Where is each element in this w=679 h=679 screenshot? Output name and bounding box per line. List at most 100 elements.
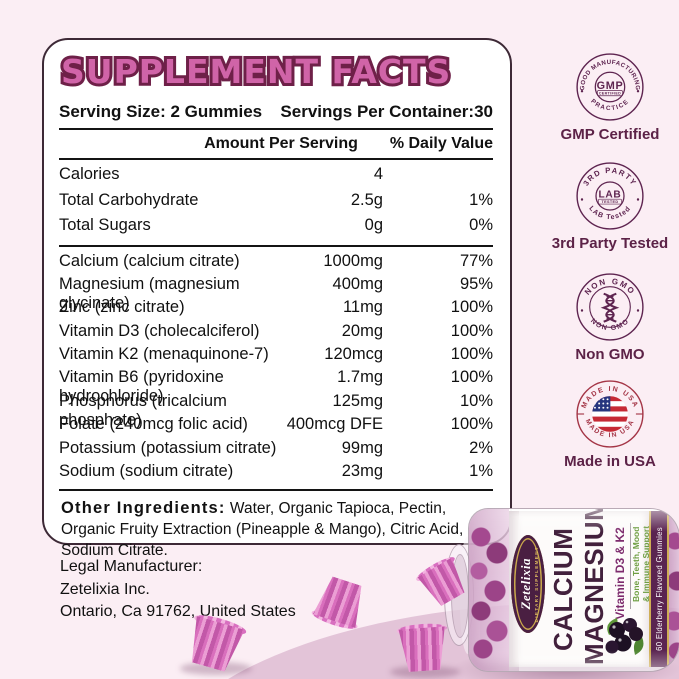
dna-icon <box>600 292 620 323</box>
nutrient-dv: 100% <box>450 298 493 317</box>
table-row: Magnesium (magnesium glycinate) 400mg 95… <box>59 274 493 312</box>
nutrient-amount: 11mg <box>342 298 383 317</box>
supplement-facts-panel: SUPPLEMENT FACTS SUPPLEMENT FACTS SUPPLE… <box>42 38 512 559</box>
col-header-amount: Amount Per Serving <box>204 135 358 152</box>
nutrient-name: Vitamin D3 (cholecalciferol) <box>59 321 260 340</box>
nutrient-dv: 2% <box>469 438 493 457</box>
nutrient-rows-section: Calcium (calcium citrate) 1000mg 77% Mag… <box>59 247 493 490</box>
other-ingredients-text: Water, Organic Tapioca, Pectin, Organic … <box>61 500 464 560</box>
lab-arc-bottom: LAB Tested <box>587 205 631 221</box>
lab-center-sub: TESTED <box>602 200 619 204</box>
nutrient-dv: 95% <box>459 274 493 293</box>
gmp-center-sub: CERTIFIED <box>599 92 621 96</box>
made-in-usa-label: Made in USA <box>564 453 656 470</box>
other-ingredients-label: Other Ingredients: <box>61 499 226 518</box>
svg-text:3RD PARTY: 3RD PARTY <box>581 166 638 188</box>
lab-tested-label: 3rd Party Tested <box>551 235 669 252</box>
panel-title-outline: SUPPLEMENT FACTS <box>54 46 456 98</box>
nutrient-dv: 100% <box>450 321 493 340</box>
product-bottle: Zetelixia DIETARY SUPPLEMENT CALCIUM MAG… <box>444 498 679 679</box>
gummy-candy <box>394 622 451 673</box>
col-header-dv: % Daily Value <box>389 135 493 152</box>
nutrient-amount: 120mcg <box>324 345 383 364</box>
svg-text:LAB Tested: LAB Tested <box>587 205 632 221</box>
gmp-seal-icon: GOOD MANUFACTURING PRACTICE GMP CERTIFIE… <box>576 53 644 121</box>
divider <box>59 244 493 247</box>
bottle-body: Zetelixia DIETARY SUPPLEMENT CALCIUM MAG… <box>468 508 679 672</box>
nutrient-amount: 99mg <box>341 438 383 457</box>
non-gmo-badge: NON GMO NON GMO Non GMO <box>543 272 677 363</box>
made-in-usa-badge: MADE IN USA MADE IN USA <box>543 379 677 470</box>
gummy-shadow <box>390 666 460 678</box>
lab-tested-seal-icon: 3RD PARTY LAB Tested LAB TESTED <box>576 162 644 230</box>
nutrient-dv: 1% <box>469 462 493 481</box>
nutrient-name: Calcium (calcium citrate) <box>59 251 240 270</box>
other-ingredients: Other Ingredients: Water, Organic Tapioc… <box>59 491 493 561</box>
nutrient-name: Phosphorus (tricalcium phosphate) <box>59 391 227 429</box>
table-row: Total Sugars 0g 0% <box>59 216 493 242</box>
nutrient-name: Sodium (sodium citrate) <box>59 462 234 481</box>
nutrient-amount: 4 <box>373 165 383 183</box>
table-row: Phosphorus (tricalcium phosphate) 125mg … <box>59 391 493 429</box>
gummies-inside-bottle <box>469 509 509 671</box>
legal-line: Legal Manufacturer: <box>60 558 203 575</box>
gmp-label: GMP Certified <box>560 126 660 143</box>
gmp-arc-bottom: PRACTICE <box>589 98 629 112</box>
us-flag-icon: MADE IN USA MADE IN USA <box>576 380 644 448</box>
table-row: Calcium (calcium citrate) 1000mg 77% <box>59 252 493 275</box>
nutrient-name: Total Sugars <box>59 216 151 234</box>
lab-tested-badge: 3RD PARTY LAB Tested LAB TESTED 3rd Part… <box>543 161 677 252</box>
table-row: Total Carbohydrate 2.5g 1% <box>59 191 493 217</box>
nutrient-amount: 125mg <box>332 391 383 410</box>
table-row: Vitamin B6 (pyridoxine hydrochloride) 1.… <box>59 368 493 405</box>
count-band: 60 Elderberry Flavored Gummies <box>649 511 669 667</box>
serving-size: Serving Size: 2 Gummies <box>59 102 263 121</box>
nutrient-amount: 400mcg DFE <box>286 415 383 434</box>
nutrient-name: Zinc (zinc citrate) <box>59 298 185 317</box>
legal-manufacturer: Legal Manufacturer: Zetelixia Inc. Ontar… <box>60 556 296 624</box>
table-row: Vitamin D3 (cholecalciferol) 20mg 100% <box>59 322 493 345</box>
nutrient-amount: 1000mg <box>323 251 383 270</box>
basic-rows-section: Calories 4 Total Carbohydrate 2.5g 1% To… <box>59 160 493 245</box>
table-row: Folate (240mcg folic acid) 400mcg DFE 10… <box>59 415 493 438</box>
nutrient-name: Vitamin K2 (menaquinone-7) <box>59 345 269 364</box>
nutrient-dv: 100% <box>450 415 493 434</box>
nutrient-name: Total Carbohydrate <box>59 190 199 209</box>
nutrient-amount: 23mg <box>341 462 383 481</box>
legal-line: Zetelixia Inc. <box>60 580 150 598</box>
panel-title-stroke: SUPPLEMENT FACTS <box>58 49 453 94</box>
servings-per-container: Servings Per Container:30 <box>280 102 493 121</box>
bottle-end-gummies <box>669 511 679 667</box>
count-text: 60 Elderberry Flavored Gummies <box>654 527 664 651</box>
nutrient-name: Folate (240mcg folic acid) <box>59 415 248 434</box>
nutrient-amount: 1.7mg <box>337 368 383 387</box>
serving-row: Serving Size: 2 Gummies Servings Per Con… <box>59 102 493 122</box>
svg-text:PRACTICE: PRACTICE <box>589 98 630 112</box>
bottle-title-line1: CALCIUM <box>548 527 578 651</box>
table-row: Zinc (zinc citrate) 11mg 100% <box>59 298 493 321</box>
nutrient-amount: 0g <box>364 216 383 234</box>
panel-title-text: SUPPLEMENT FACTS <box>61 52 452 91</box>
bottle-label: Zetelixia DIETARY SUPPLEMENT CALCIUM MAG… <box>509 509 651 667</box>
gummy-candy <box>308 573 372 633</box>
nutrient-name: Vitamin B6 (pyridoxine hydrochloride) <box>59 368 224 406</box>
table-row: Potassium (potassium citrate) 99mg 2% <box>59 439 493 462</box>
nutrient-amount: 20mg <box>341 321 383 340</box>
column-headers: Amount Per Serving % Daily Value <box>59 130 493 158</box>
non-gmo-label: Non GMO <box>575 346 645 363</box>
panel-title: SUPPLEMENT FACTS SUPPLEMENT FACTS SUPPLE… <box>54 46 493 98</box>
nutrient-dv: 1% <box>469 190 493 209</box>
gmp-center-text: GMP <box>597 80 624 92</box>
nutrient-amount: 400mg <box>332 274 383 293</box>
legal-line: Ontario, Ca 91762, United States <box>60 603 296 620</box>
nutrient-dv: 100% <box>450 345 493 364</box>
table-row: Sodium (sodium citrate) 23mg 1% <box>59 462 493 485</box>
lab-arc-top: 3RD PARTY <box>581 166 637 188</box>
brand-logo: Zetelixia DIETARY SUPPLEMENT <box>511 535 545 633</box>
nutrient-dv: 77% <box>459 251 493 270</box>
nutrient-amount: 2.5g <box>350 190 383 209</box>
nutrient-name: Calories <box>59 165 120 183</box>
brand-name: Zetelixia <box>517 558 533 610</box>
nutrient-dv: 10% <box>459 391 493 410</box>
